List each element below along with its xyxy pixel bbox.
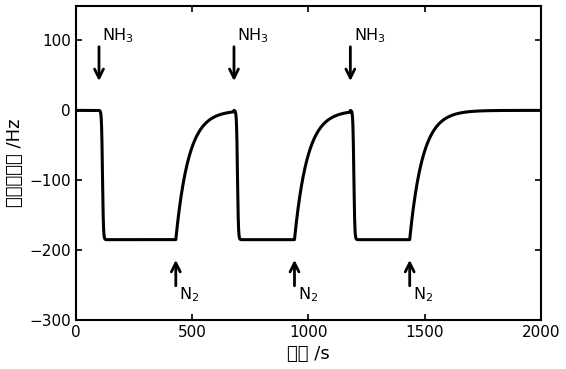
Y-axis label: 频率变化値 /Hz: 频率变化値 /Hz	[6, 118, 24, 207]
Text: N$_2$: N$_2$	[298, 285, 318, 304]
Text: N$_2$: N$_2$	[413, 285, 434, 304]
Text: NH$_3$: NH$_3$	[102, 27, 134, 45]
Text: NH$_3$: NH$_3$	[238, 27, 269, 45]
Text: NH$_3$: NH$_3$	[354, 27, 385, 45]
Text: N$_2$: N$_2$	[179, 285, 199, 304]
X-axis label: 时间 /s: 时间 /s	[287, 345, 330, 363]
